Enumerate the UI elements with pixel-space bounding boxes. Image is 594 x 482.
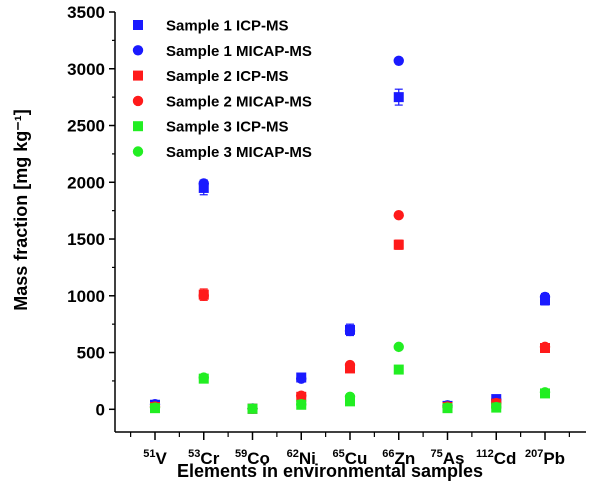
x-tick-label: 75As	[431, 448, 465, 468]
element-symbol: Pb	[543, 449, 565, 468]
y-tick-label: 1000	[67, 287, 105, 306]
data-point-circle	[344, 391, 356, 403]
data-point-circle	[344, 359, 356, 371]
data-point-circle	[149, 402, 161, 413]
legend: Sample 1 ICP-MS Sample 1 MICAP-MS Sample 2…	[132, 18, 312, 161]
x-axis-ticks: 51V 53Cr 59Co 62Ni 65Cu 66Zn 75As 112Cd 207Pb	[130, 432, 570, 468]
element-symbol: Cr	[200, 449, 219, 468]
isotope-mass: 66	[382, 448, 394, 460]
y-axis-ticks: 0 500 1000 1500 2000 2500 3000 3500	[67, 3, 115, 419]
legend-marker-circle	[132, 45, 144, 56]
legend-marker-circle	[132, 146, 144, 157]
legend-label: Sample 2 MICAP-MS	[166, 93, 312, 110]
isotope-mass: 51	[143, 448, 155, 460]
data-point-circle	[393, 209, 404, 221]
data-point-circle	[539, 291, 551, 303]
x-tick-label: 112Cd	[476, 448, 516, 468]
y-tick-label: 0	[96, 400, 105, 419]
isotope-mass: 112	[476, 448, 494, 460]
data-point-circle	[296, 398, 307, 410]
legend-marker-square	[133, 121, 143, 132]
legend-marker-square	[133, 20, 143, 30]
data-point-circle	[491, 401, 502, 413]
data-point-circle	[198, 290, 209, 301]
series	[149, 209, 551, 414]
legend-label: Sample 3 ICP-MS	[166, 119, 289, 136]
isotope-mass: 62	[287, 448, 299, 460]
data-point-circle	[393, 55, 404, 67]
data-point-circle	[198, 178, 209, 189]
data-point-circle	[296, 390, 307, 401]
element-symbol: As	[443, 449, 465, 468]
isotope-mass: 59	[235, 448, 247, 460]
element-symbol: Co	[247, 449, 270, 468]
isotope-mass: 75	[431, 448, 443, 460]
element-symbol: Ni	[299, 449, 316, 468]
data-marks	[149, 55, 551, 414]
x-tick-label: 59Co	[235, 448, 270, 468]
series	[149, 341, 551, 414]
legend-marker-square	[133, 70, 143, 81]
x-tick-label: 66Zn	[382, 448, 415, 468]
x-tick-label: 51V	[143, 448, 167, 468]
legend-label: Sample 1 ICP-MS	[166, 18, 289, 35]
legend-marker-circle	[132, 95, 144, 107]
legend-label: Sample 1 MICAP-MS	[166, 43, 312, 60]
data-point-circle	[296, 373, 307, 384]
element-symbol: Cu	[345, 449, 368, 468]
x-axis-title: Elements in environmental samples	[177, 461, 483, 481]
data-point-circle	[198, 372, 209, 383]
data-point-circle	[539, 387, 551, 398]
y-tick-label: 3000	[67, 60, 105, 79]
x-tick-label: 65Cu	[333, 448, 368, 468]
data-point-square	[393, 239, 404, 250]
x-tick-label: 62Ni	[287, 448, 316, 468]
isotope-mass: 53	[188, 448, 200, 460]
data-point-circle	[539, 341, 551, 353]
y-tick-label: 3500	[67, 3, 105, 22]
x-tick-label: 53Cr	[188, 448, 220, 468]
legend-label: Sample 2 ICP-MS	[166, 68, 289, 85]
y-tick-label: 2500	[67, 117, 105, 136]
x-tick-label: 207Pb	[525, 448, 565, 468]
data-point-circle	[247, 403, 258, 414]
isotope-mass: 207	[525, 448, 543, 460]
y-axis-title: Mass fraction [mg kg⁻¹]	[11, 109, 31, 311]
element-symbol: Cd	[494, 449, 517, 468]
isotope-mass: 65	[333, 448, 345, 460]
data-point-square	[393, 92, 404, 103]
data-point-circle	[344, 325, 356, 337]
legend-label: Sample 3 MICAP-MS	[166, 144, 312, 161]
y-tick-label: 2000	[67, 173, 105, 192]
element-symbol: V	[155, 449, 167, 468]
data-point-square	[393, 364, 404, 375]
y-tick-label: 1500	[67, 230, 105, 249]
data-point-circle	[393, 341, 404, 353]
element-symbol: Zn	[394, 449, 415, 468]
data-point-circle	[442, 402, 453, 413]
y-tick-label: 500	[77, 344, 105, 363]
